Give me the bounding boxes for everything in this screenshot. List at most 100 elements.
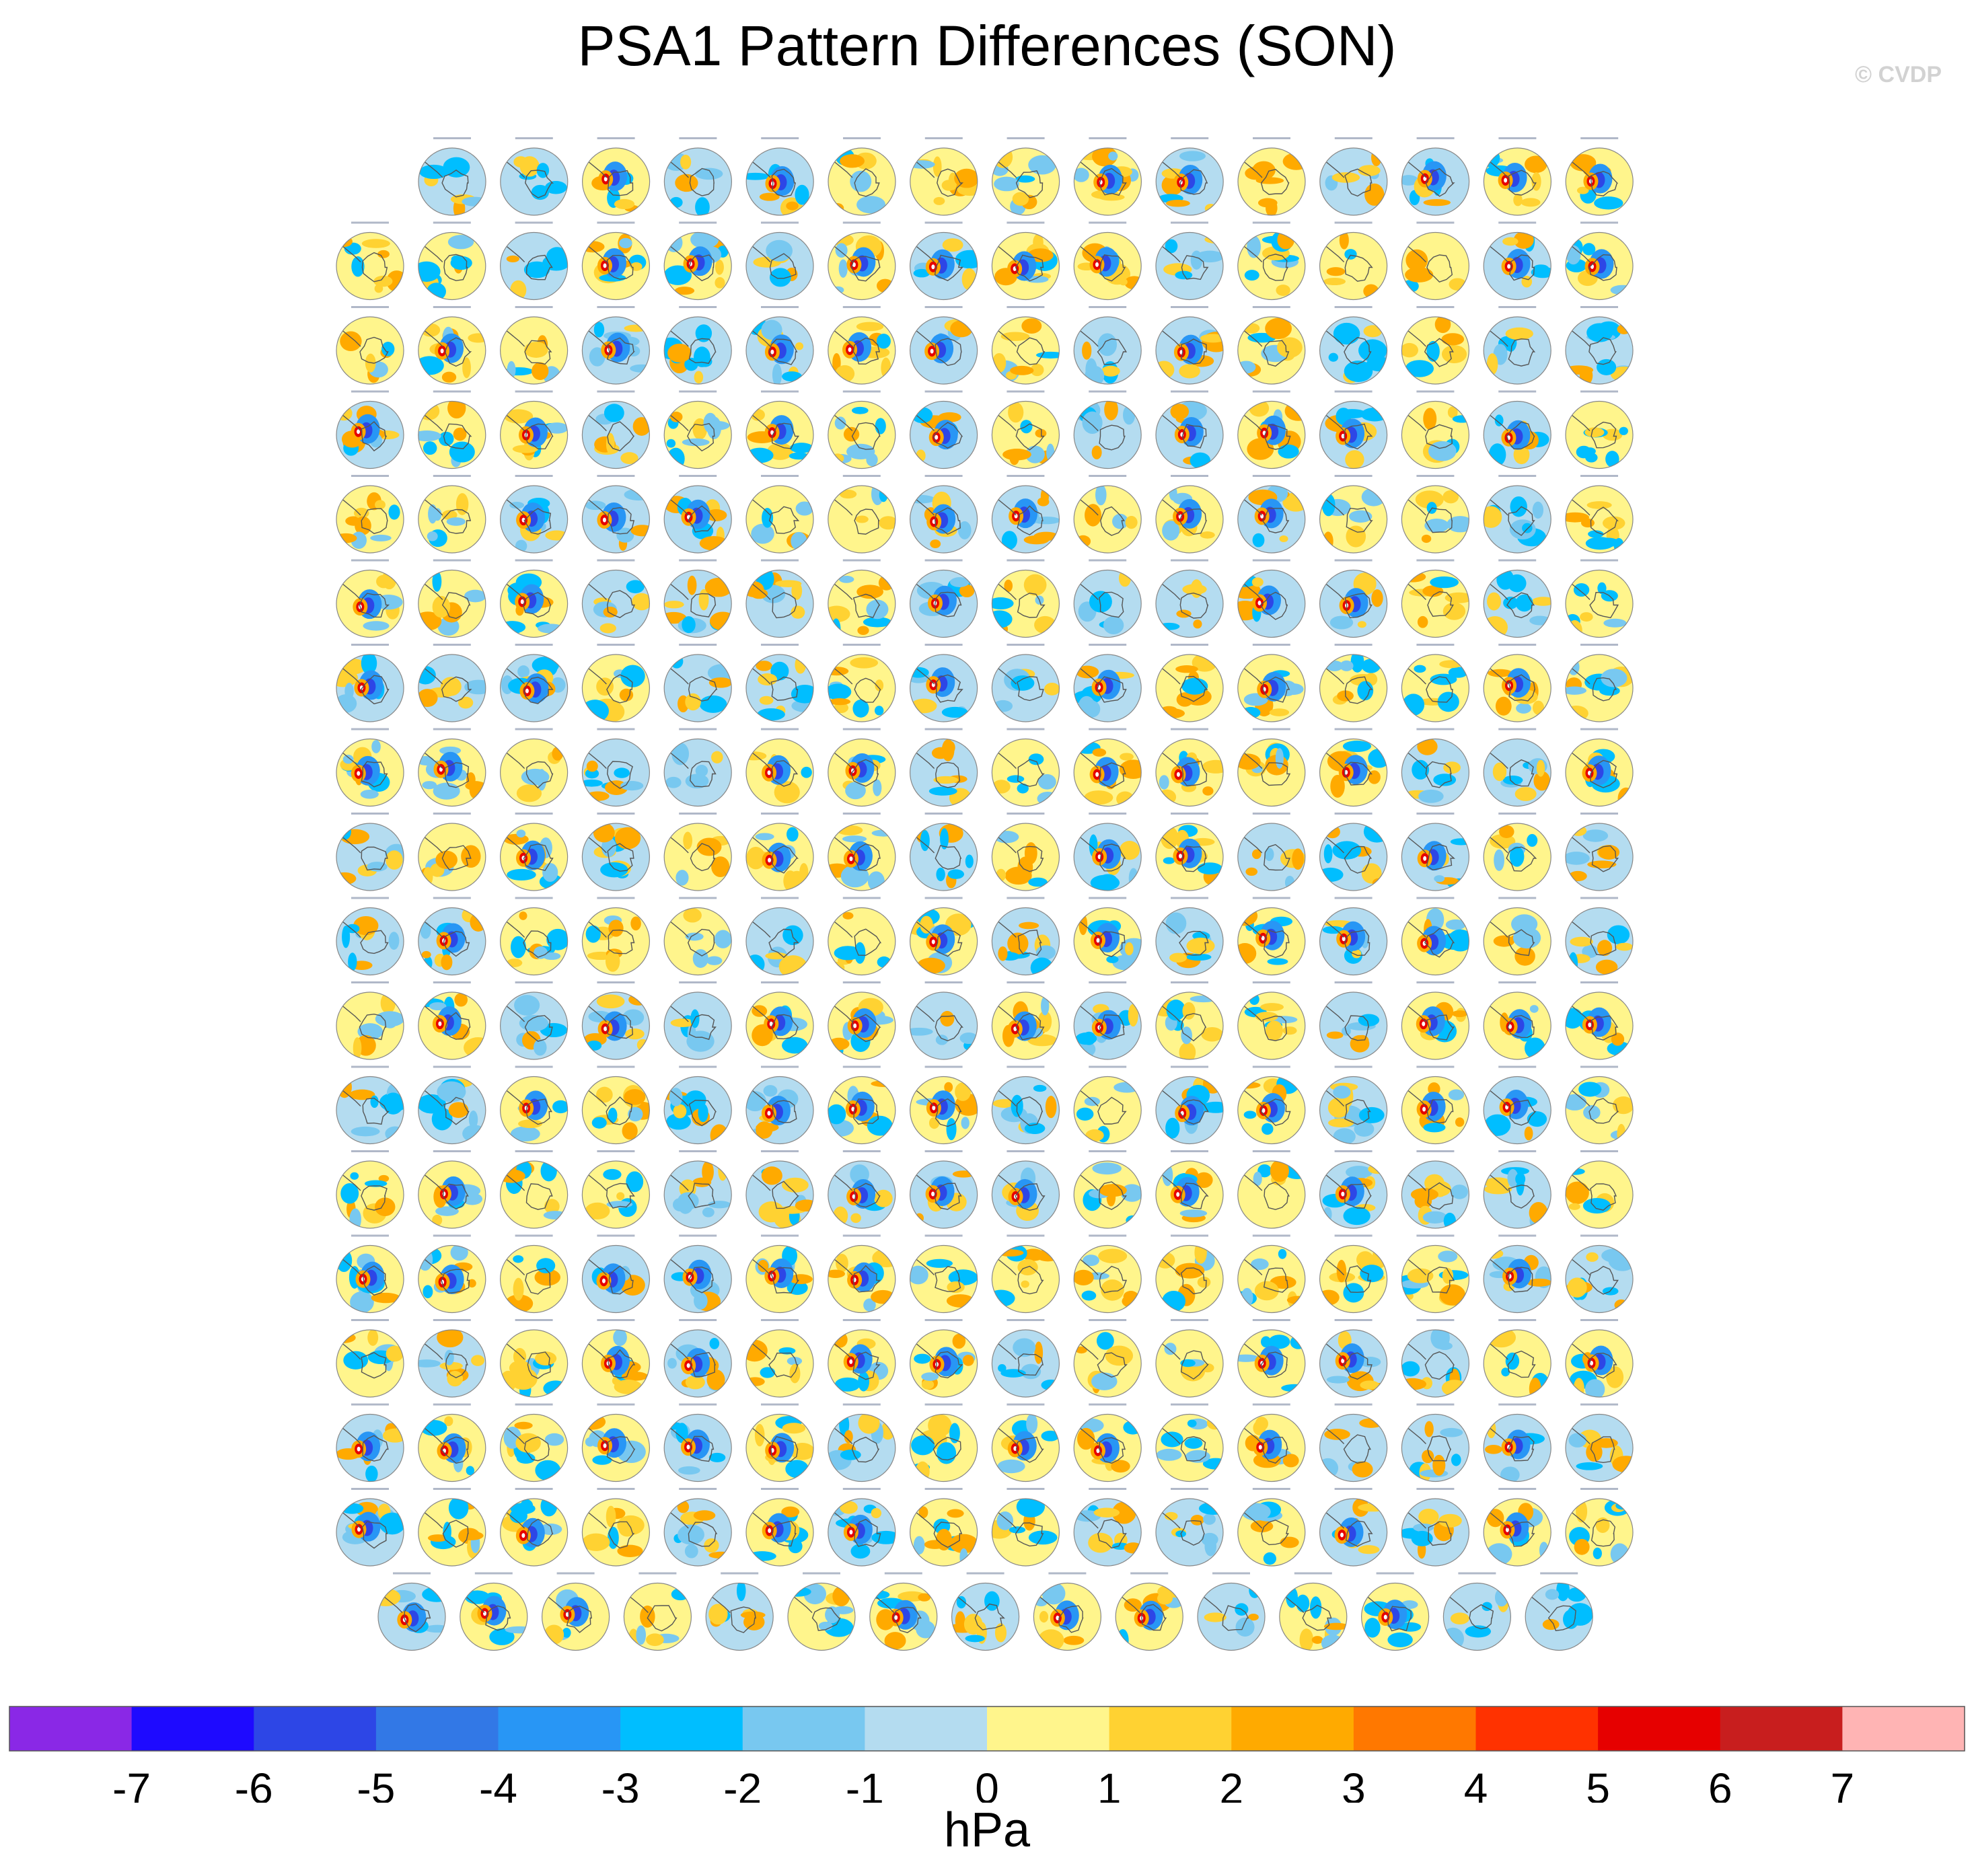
coastline (854, 168, 880, 197)
anomaly-blob (1119, 278, 1128, 286)
anomaly-blob (620, 452, 638, 464)
anomaly-blob (1619, 426, 1628, 435)
map-panel (828, 306, 896, 385)
anomaly-blob (1108, 151, 1118, 161)
map-panel (745, 137, 814, 216)
map-frame (663, 147, 733, 216)
coastline (1099, 424, 1126, 451)
coastline-south-america (914, 328, 935, 347)
map-panel (499, 390, 569, 470)
anomaly-blob (542, 254, 568, 271)
map-panel (663, 137, 733, 216)
coastline-south-america (504, 328, 525, 347)
anomaly-blob (532, 362, 549, 380)
high-peak (848, 347, 852, 352)
map-panel (1319, 221, 1388, 301)
panel-caption (842, 390, 881, 393)
high-peak (931, 264, 935, 270)
coastline-south-america (1487, 159, 1508, 178)
high-peak (852, 262, 856, 267)
map-frame (499, 316, 569, 385)
panel-caption (1416, 390, 1455, 393)
anomaly-blob (1533, 264, 1549, 272)
anomaly-blob (632, 417, 650, 436)
panel-caption (351, 306, 389, 308)
map-frame (1155, 316, 1224, 385)
anomaly-blob (1333, 322, 1360, 345)
anomaly-blob (1179, 151, 1206, 161)
panel-caption (761, 390, 799, 393)
coastline (1099, 167, 1127, 196)
map-frame (909, 400, 978, 470)
high-peak (604, 176, 608, 182)
coastline-south-america (832, 412, 853, 431)
anomaly-blob (1521, 198, 1541, 207)
coastline-south-america (995, 328, 1017, 347)
coastline-south-america (1569, 412, 1591, 431)
anomaly-blob (1405, 360, 1434, 377)
coastline (769, 253, 797, 279)
panel-caption (842, 306, 881, 308)
map-frame (1073, 231, 1142, 301)
anomaly-blob (388, 504, 400, 520)
map-panel (581, 221, 651, 301)
map-disc (1484, 317, 1551, 384)
map-frame (1073, 316, 1142, 385)
map-panel (336, 306, 404, 385)
anomaly-blob (1513, 194, 1523, 207)
coastline-south-america (1159, 328, 1181, 347)
coastline (525, 423, 554, 450)
map-panel (828, 221, 896, 301)
coastline (1262, 254, 1289, 281)
map-panel (1565, 390, 1634, 470)
panel-caption (1416, 306, 1455, 308)
anomaly-blob (619, 237, 632, 249)
colorbar-tick-label: -7 (112, 1764, 151, 1803)
anomaly-blob (1276, 285, 1290, 296)
panel-caption (515, 475, 553, 477)
anomaly-blob (441, 510, 458, 520)
colorbar-swatch (498, 1706, 621, 1751)
anomaly-blob (795, 342, 804, 350)
high-peak (357, 429, 361, 435)
coastline-south-america (667, 159, 689, 178)
colorbar-tick-label: -2 (723, 1764, 762, 1803)
anomaly-blob (1196, 250, 1223, 263)
anomaly-blob (375, 500, 386, 510)
anomaly-blob (1092, 148, 1118, 167)
anomaly-blob (856, 196, 886, 214)
panel-caption (1334, 390, 1373, 393)
map-panel (991, 390, 1060, 470)
map-frame (1565, 316, 1634, 385)
colorbar-swatch (375, 1706, 499, 1751)
map-frame (1319, 316, 1388, 385)
coastline-south-america (1077, 328, 1099, 347)
anomaly-blob (509, 502, 525, 509)
coastline-south-america (667, 412, 689, 431)
panel-caption (924, 137, 963, 139)
panel-caption (924, 306, 963, 308)
anomaly-blob (340, 331, 362, 351)
map-panel (1401, 221, 1469, 301)
anomaly-blob (506, 255, 519, 262)
anomaly-blob (1082, 411, 1103, 434)
colorbar: -7 -6 -5 -4 -3 -2 -1 0 1 2 3 4 5 6 7 (9, 1706, 1965, 1803)
high-peak (1341, 433, 1345, 439)
panel-caption (1334, 306, 1373, 308)
anomaly-blob (1447, 406, 1458, 418)
coastline (1590, 171, 1619, 196)
colorbar-tick-label: -4 (479, 1764, 517, 1803)
map-panel (1483, 390, 1551, 470)
map-panel (1565, 306, 1634, 385)
coastline (1180, 338, 1207, 365)
panel-caption (761, 137, 799, 139)
map-panel (909, 221, 978, 301)
coastline (1425, 424, 1453, 449)
coastline (850, 256, 881, 282)
panel-caption (1007, 137, 1045, 139)
panel-caption (597, 475, 635, 477)
coastline (1344, 168, 1373, 197)
anomaly-blob (1364, 183, 1385, 206)
map-panel (745, 306, 814, 385)
map-frame (745, 316, 814, 385)
